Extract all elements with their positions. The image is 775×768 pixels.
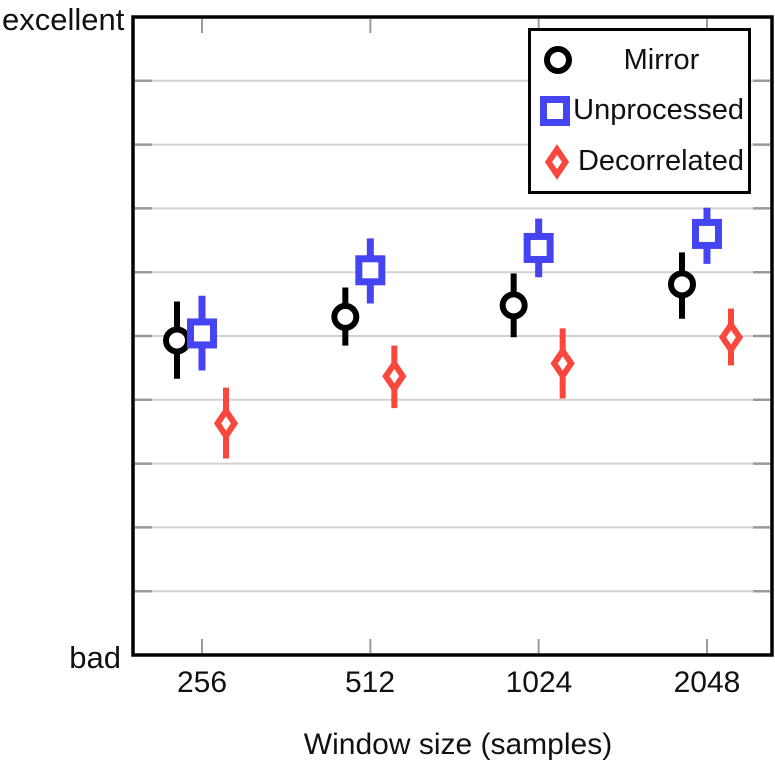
x-tick-label-512: 512 bbox=[344, 666, 396, 699]
decorrelated-data-point bbox=[382, 358, 407, 395]
legend: Mirror Unprocessed Decorrelated bbox=[528, 28, 751, 194]
x-tick-label-256: 256 bbox=[176, 666, 228, 699]
legend-row-decorrelated: Decorrelated bbox=[537, 138, 744, 186]
decorrelated-data-point bbox=[550, 345, 575, 382]
legend-label-mirror: Mirror bbox=[623, 43, 700, 76]
decorrelated-legend-glyph bbox=[545, 143, 570, 180]
y-axis-top-label: excellent bbox=[2, 2, 125, 37]
unprocessed-legend-glyph bbox=[540, 95, 571, 126]
mirror-data-point bbox=[163, 326, 191, 355]
legend-label-decorrelated: Decorrelated bbox=[577, 145, 744, 178]
mirror-data-point bbox=[667, 270, 696, 299]
square-marker-icon bbox=[537, 93, 573, 129]
plot-border bbox=[131, 15, 774, 657]
y-axis-bottom-label: bad bbox=[69, 640, 121, 675]
decorrelated-data-point bbox=[213, 405, 239, 442]
unprocessed-data-point bbox=[523, 232, 554, 263]
diamond-marker-icon bbox=[537, 143, 578, 180]
legend-row-mirror: Mirror bbox=[537, 36, 744, 84]
mirror-legend-glyph bbox=[544, 46, 572, 75]
legend-label-unprocessed: Unprocessed bbox=[573, 94, 744, 127]
decorrelated-data-point bbox=[718, 319, 744, 356]
unprocessed-data-point bbox=[187, 318, 217, 349]
x-axis-title: Window size (samples) bbox=[303, 728, 613, 761]
unprocessed-data-point bbox=[691, 218, 722, 249]
mirror-data-point bbox=[331, 302, 360, 331]
x-tick-label-2048: 2048 bbox=[673, 666, 741, 699]
x-tick-label-1024: 1024 bbox=[505, 666, 573, 699]
unprocessed-data-point bbox=[355, 255, 386, 286]
mirror-data-point bbox=[499, 291, 528, 320]
circle-marker-icon bbox=[537, 42, 579, 78]
legend-row-unprocessed: Unprocessed bbox=[537, 87, 744, 135]
